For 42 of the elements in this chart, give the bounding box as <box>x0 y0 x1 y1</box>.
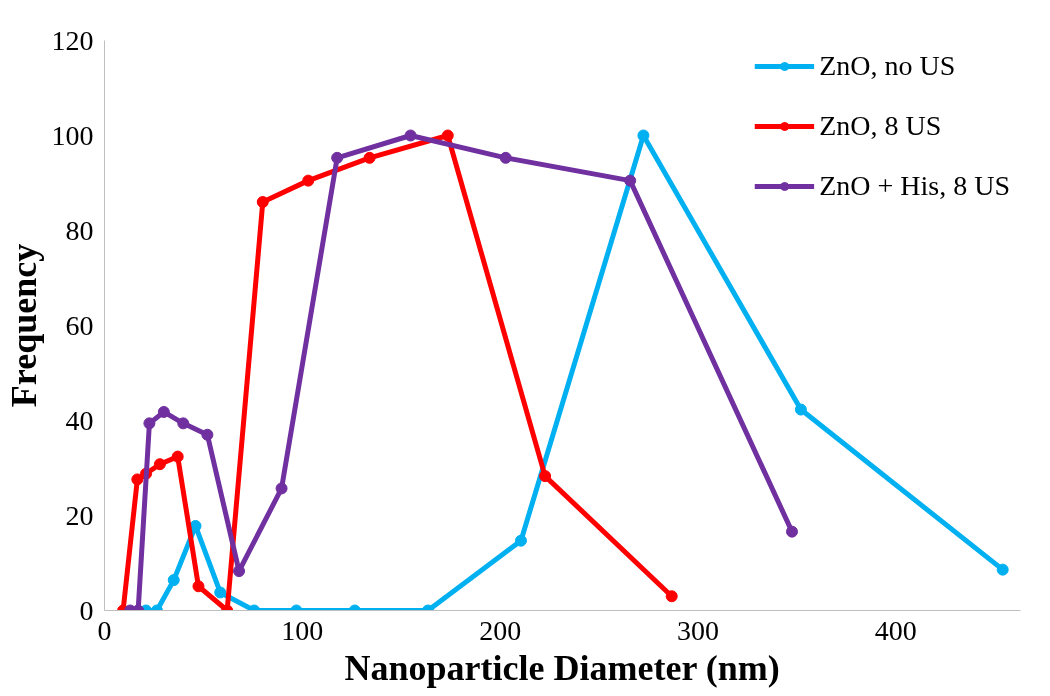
y-axis-title: Frequency <box>3 243 44 408</box>
point <box>785 525 798 538</box>
legend-label: ZnO, no US <box>819 50 956 82</box>
y-tick-label: 100 <box>51 119 94 151</box>
point <box>404 129 417 142</box>
x-tick-label: 200 <box>479 614 522 646</box>
point <box>514 534 527 547</box>
point <box>624 174 637 187</box>
point <box>539 470 552 483</box>
point <box>441 129 454 142</box>
point <box>499 151 512 164</box>
y-tick-label: 120 <box>51 24 94 56</box>
point <box>131 473 144 486</box>
y-tick-label: 20 <box>65 499 94 531</box>
legend-label: ZnO, 8 US <box>819 110 942 142</box>
y-tick-label: 0 <box>79 594 94 626</box>
x-tick-label: 300 <box>677 614 720 646</box>
x-tick-label: 100 <box>281 614 324 646</box>
y-tick-label: 40 <box>65 404 94 436</box>
point <box>363 151 376 164</box>
point <box>302 174 315 187</box>
x-tick-label: 400 <box>874 614 917 646</box>
legend-label: ZnO + His, 8 US <box>819 170 1010 202</box>
point <box>794 403 807 416</box>
point <box>233 565 246 578</box>
point <box>214 586 227 599</box>
point <box>275 482 288 495</box>
point <box>153 458 166 471</box>
point <box>201 428 214 441</box>
x-axis-title: Nanoparticle Diameter (nm) <box>344 647 780 688</box>
point <box>192 580 205 593</box>
point <box>331 151 344 164</box>
point <box>996 563 1009 576</box>
y-tick-label: 60 <box>65 309 94 341</box>
point <box>665 590 678 603</box>
point <box>167 574 180 587</box>
point <box>177 417 190 430</box>
point <box>157 405 170 418</box>
point <box>171 450 184 463</box>
point <box>256 196 269 208</box>
y-tick-label: 80 <box>65 214 94 246</box>
point <box>143 417 156 430</box>
